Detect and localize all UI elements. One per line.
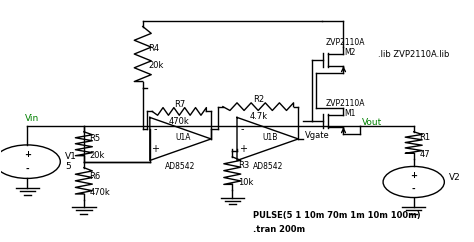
Text: R4: R4 [148,44,160,53]
Text: .tran 200m: .tran 200m [254,225,306,234]
Text: 5: 5 [65,162,71,171]
Text: 4.7k: 4.7k [249,112,267,121]
Text: R1: R1 [419,133,430,142]
Text: R2: R2 [253,95,264,104]
Text: .lib ZVP2110A.lib: .lib ZVP2110A.lib [378,50,450,59]
Text: U1B: U1B [262,133,278,142]
Text: V2: V2 [449,173,461,182]
Text: 47: 47 [419,150,430,159]
Text: ZVP2110A: ZVP2110A [325,38,365,47]
Text: ZVP2110A: ZVP2110A [325,99,365,108]
Text: -: - [26,165,29,174]
Text: 10k: 10k [238,178,253,187]
Text: M1: M1 [344,109,356,118]
Text: -: - [412,184,416,194]
Text: +: + [152,144,159,154]
Text: R7: R7 [173,100,185,109]
Text: R6: R6 [90,172,101,181]
Text: -: - [154,124,157,134]
Text: -: - [241,124,245,134]
Text: 20k: 20k [90,151,105,160]
Text: PULSE(5 1 10m 70m 1m 10m 100m): PULSE(5 1 10m 70m 1m 10m 100m) [254,211,421,220]
Text: Vgate: Vgate [305,131,330,140]
Text: +: + [238,144,246,154]
Text: 20k: 20k [148,61,164,70]
Text: V1: V1 [65,152,77,161]
Text: Vout: Vout [362,118,382,127]
Text: R3: R3 [238,161,249,170]
Text: U1A: U1A [175,133,191,142]
Text: 470k: 470k [169,116,190,126]
Text: 470k: 470k [90,188,110,197]
Text: M2: M2 [344,48,356,57]
Text: +: + [410,171,417,180]
Text: +: + [24,150,31,159]
Text: R5: R5 [90,135,100,144]
Text: AD8542: AD8542 [253,162,283,171]
Text: Vin: Vin [25,114,39,123]
Text: AD8542: AD8542 [165,162,196,171]
